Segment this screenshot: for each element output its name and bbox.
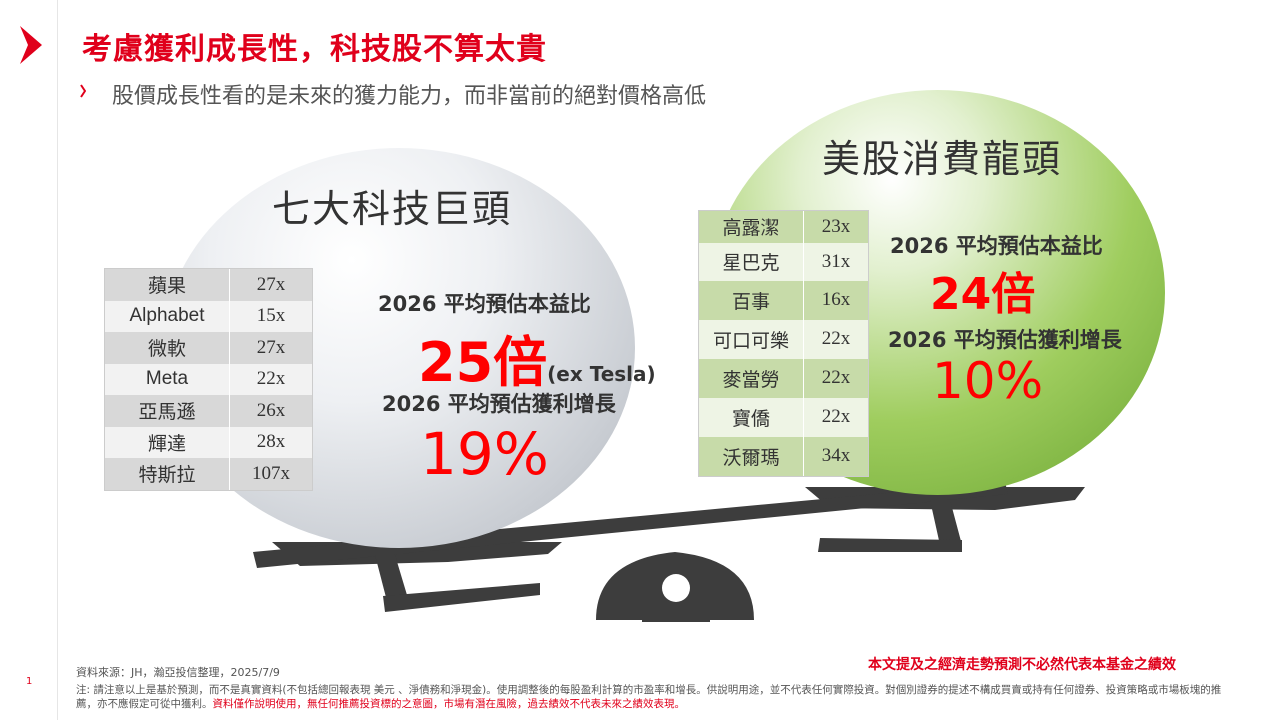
company-pe: 16x [803,280,868,320]
company-name: 百事 [699,280,804,320]
table-row: 寶僑 22x [699,397,868,437]
company-name: 亞馬遜 [105,395,230,427]
company-name: 微軟 [105,332,230,364]
tech-giants-pe-table: 蘋果 27x Alphabet 15x 微軟 27x Meta 22x 亞馬遜 26x 輝… [104,268,313,491]
footnote: 注: 請注意以上是基於預測，而不是真實資料(不包括總回報表現 美元 、淨債務和淨… [76,683,1236,711]
company-pe: 27x [229,332,312,364]
company-pe: 27x [229,269,312,301]
table-row: 高露潔 23x [699,211,868,243]
table-row: 沃爾瑪 34x [699,436,868,476]
table-row: 星巴克 31x [699,242,868,281]
company-name: 星巴克 [699,242,804,281]
tech-pe-value: 25倍 [418,331,548,394]
table-row: Alphabet 15x [105,300,312,332]
table-row: 可口可樂 22x [699,319,868,359]
company-name: 高露潔 [699,211,804,243]
table-row: 百事 16x [699,280,868,320]
table-row: Meta 22x [105,363,312,395]
table-row: 亞馬遜 26x [105,395,312,427]
consumer-growth-label: 2026 平均預估獲利增長 [888,328,1122,352]
company-pe: 31x [803,242,868,281]
company-pe: 22x [803,319,868,359]
table-row: 特斯拉 107x [105,458,312,490]
tech-growth-label: 2026 平均預估獲利增長 [382,392,616,416]
company-name: 特斯拉 [105,458,230,490]
tech-pe-value-group: 25倍(ex Tesla) [418,318,656,397]
company-pe: 23x [803,211,868,243]
company-pe: 22x [229,363,312,395]
company-name: Meta [105,363,230,395]
consumer-leaders-pe-table: 高露潔 23x 星巴克 31x 百事 16x 可口可樂 22x 麥當勞 22x 寶僑 22x… [698,210,869,477]
company-pe: 26x [229,395,312,427]
tech-giants-title: 七大科技巨頭 [272,187,513,231]
company-name: 寶僑 [699,397,804,437]
company-name: 沃爾瑪 [699,436,804,476]
consumer-pe-label: 2026 平均預估本益比 [890,234,1103,258]
slide-divider [57,0,58,720]
company-name: 麥當勞 [699,358,804,398]
consumer-pe-value: 24倍 [930,269,1036,320]
performance-disclaimer: 本文提及之經濟走勢預測不必然代表本基金之績效 [868,657,1176,673]
page-title: 考慮獲利成長性，科技股不算太貴 [82,32,547,67]
tech-pe-label: 2026 平均預估本益比 [378,292,591,316]
company-pe: 34x [803,436,868,476]
consumer-growth-value: 10% [932,352,1044,410]
table-row: 輝達 28x [105,426,312,458]
company-pe: 22x [803,358,868,398]
table-row: 麥當勞 22x [699,358,868,398]
tech-giants-table: 蘋果 27x Alphabet 15x 微軟 27x Meta 22x 亞馬遜 26x 輝… [105,269,312,490]
page-number: 1 [26,676,33,687]
company-pe: 107x [229,458,312,490]
bullet-chevron-icon [80,84,86,98]
footnote-main: 注: 請注意以上是基於預測，而不是真實資料(不包括總回報表現 美元 、淨債務和淨… [76,684,1222,710]
company-pe: 28x [229,426,312,458]
brand-logo-icon [20,26,42,64]
company-name: 可口可樂 [699,319,804,359]
company-name: 蘋果 [105,269,230,301]
tech-growth-value: 19% [420,420,549,488]
footnote-red: 資料僅作說明使用，無任何推薦投資標的之意圖，市場有潛在風險，過去績效不代表未來之… [212,698,686,710]
company-name: 輝達 [105,426,230,458]
table-row: 微軟 27x [105,332,312,364]
tech-pe-note: (ex Tesla) [547,362,656,386]
consumer-leaders-table: 高露潔 23x 星巴克 31x 百事 16x 可口可樂 22x 麥當勞 22x 寶僑 22x… [699,211,868,476]
source-note: 資料來源：JH，瀚亞投信整理，2025/7/9 [76,666,280,679]
company-name: Alphabet [105,300,230,332]
table-row: 蘋果 27x [105,269,312,301]
company-pe: 22x [803,397,868,437]
page-subtitle: 股價成長性看的是未來的獲力能力，而非當前的絕對價格高低 [112,84,707,109]
company-pe: 15x [229,300,312,332]
consumer-leaders-title: 美股消費龍頭 [822,137,1063,181]
